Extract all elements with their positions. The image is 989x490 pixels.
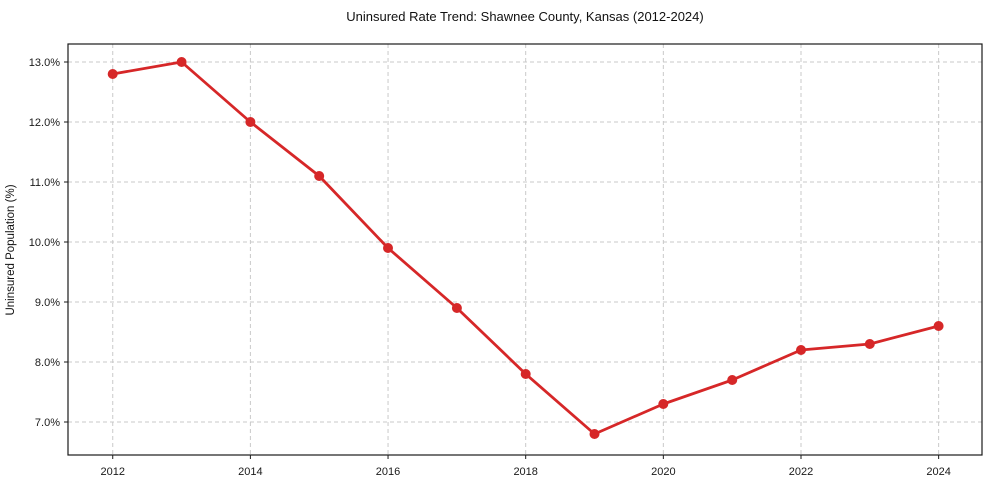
y-tick-label: 8.0% — [35, 357, 60, 369]
plot-border — [67, 43, 983, 456]
data-point — [933, 321, 944, 331]
y-tick-label: 12.0% — [29, 117, 60, 129]
x-tick-label: 2020 — [651, 466, 675, 478]
data-point — [383, 243, 393, 253]
x-tick-label: 2022 — [789, 466, 813, 478]
data-point — [796, 345, 806, 355]
data-point — [658, 399, 669, 409]
chart-title: Uninsured Rate Trend: Shawnee County, Ka… — [346, 9, 703, 24]
data-point — [314, 171, 325, 181]
data-point — [864, 339, 875, 349]
x-tick-label: 2012 — [100, 466, 124, 478]
grid-layer — [68, 44, 982, 455]
data-point — [245, 117, 256, 127]
data-point — [589, 429, 600, 439]
y-tick-label: 13.0% — [29, 57, 60, 69]
y-axis-label: Uninsured Population (%) — [5, 184, 17, 315]
axis-layer: 7.0% 8.0% 9.0% 10.0% 11.0% 12.0% 13.0% 2012 2014… — [29, 57, 951, 478]
y-tick-label: 9.0% — [35, 297, 60, 309]
y-tick-label: 7.0% — [35, 417, 60, 429]
data-point — [107, 69, 118, 79]
x-tick-label: 2018 — [513, 466, 537, 478]
data-point — [520, 369, 531, 379]
x-tick-label: 2014 — [238, 466, 262, 478]
data-point — [451, 303, 462, 313]
data-layer — [107, 57, 944, 439]
data-point — [727, 375, 738, 385]
y-tick-label: 11.0% — [30, 177, 61, 189]
y-tick-label: 10.0% — [29, 237, 60, 249]
data-point — [176, 57, 187, 67]
x-tick-label: 2024 — [926, 466, 950, 478]
x-tick-label: 2016 — [376, 466, 400, 478]
